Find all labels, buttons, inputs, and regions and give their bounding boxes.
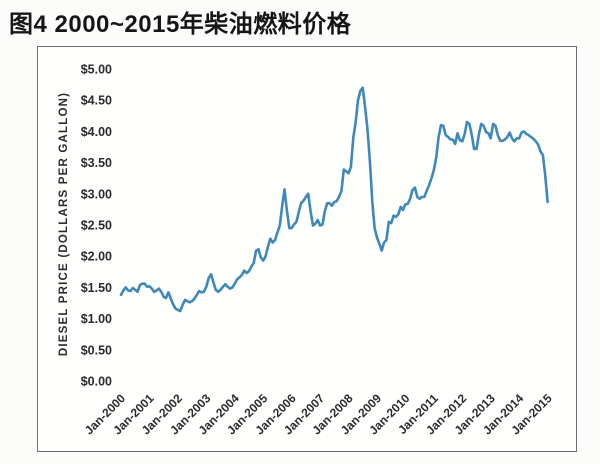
y-axis-tick-label: $2.00 xyxy=(81,250,112,264)
y-axis-tick-label: $5.00 xyxy=(81,63,112,77)
y-axis-tick-label: $2.50 xyxy=(81,219,112,233)
y-axis-tick-label: $0.50 xyxy=(81,343,112,357)
chart-frame xyxy=(37,46,577,452)
y-axis-tick-label: $4.00 xyxy=(81,125,112,139)
y-axis-tick-label: $3.00 xyxy=(81,187,112,201)
y-axis-tick-label: $0.00 xyxy=(81,375,112,389)
figure-title: 图4 2000~2015年柴油燃料价格 xyxy=(9,11,352,38)
y-axis-tick-label: $1.50 xyxy=(81,281,112,295)
y-axis-tick-label: $1.00 xyxy=(81,312,112,326)
diesel-price-line xyxy=(119,86,549,313)
y-axis-tick-label: $4.50 xyxy=(81,94,112,108)
y-axis-tick-label: $3.50 xyxy=(81,156,112,170)
